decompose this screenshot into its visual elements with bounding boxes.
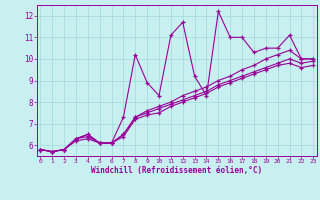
X-axis label: Windchill (Refroidissement éolien,°C): Windchill (Refroidissement éolien,°C)	[91, 166, 262, 175]
